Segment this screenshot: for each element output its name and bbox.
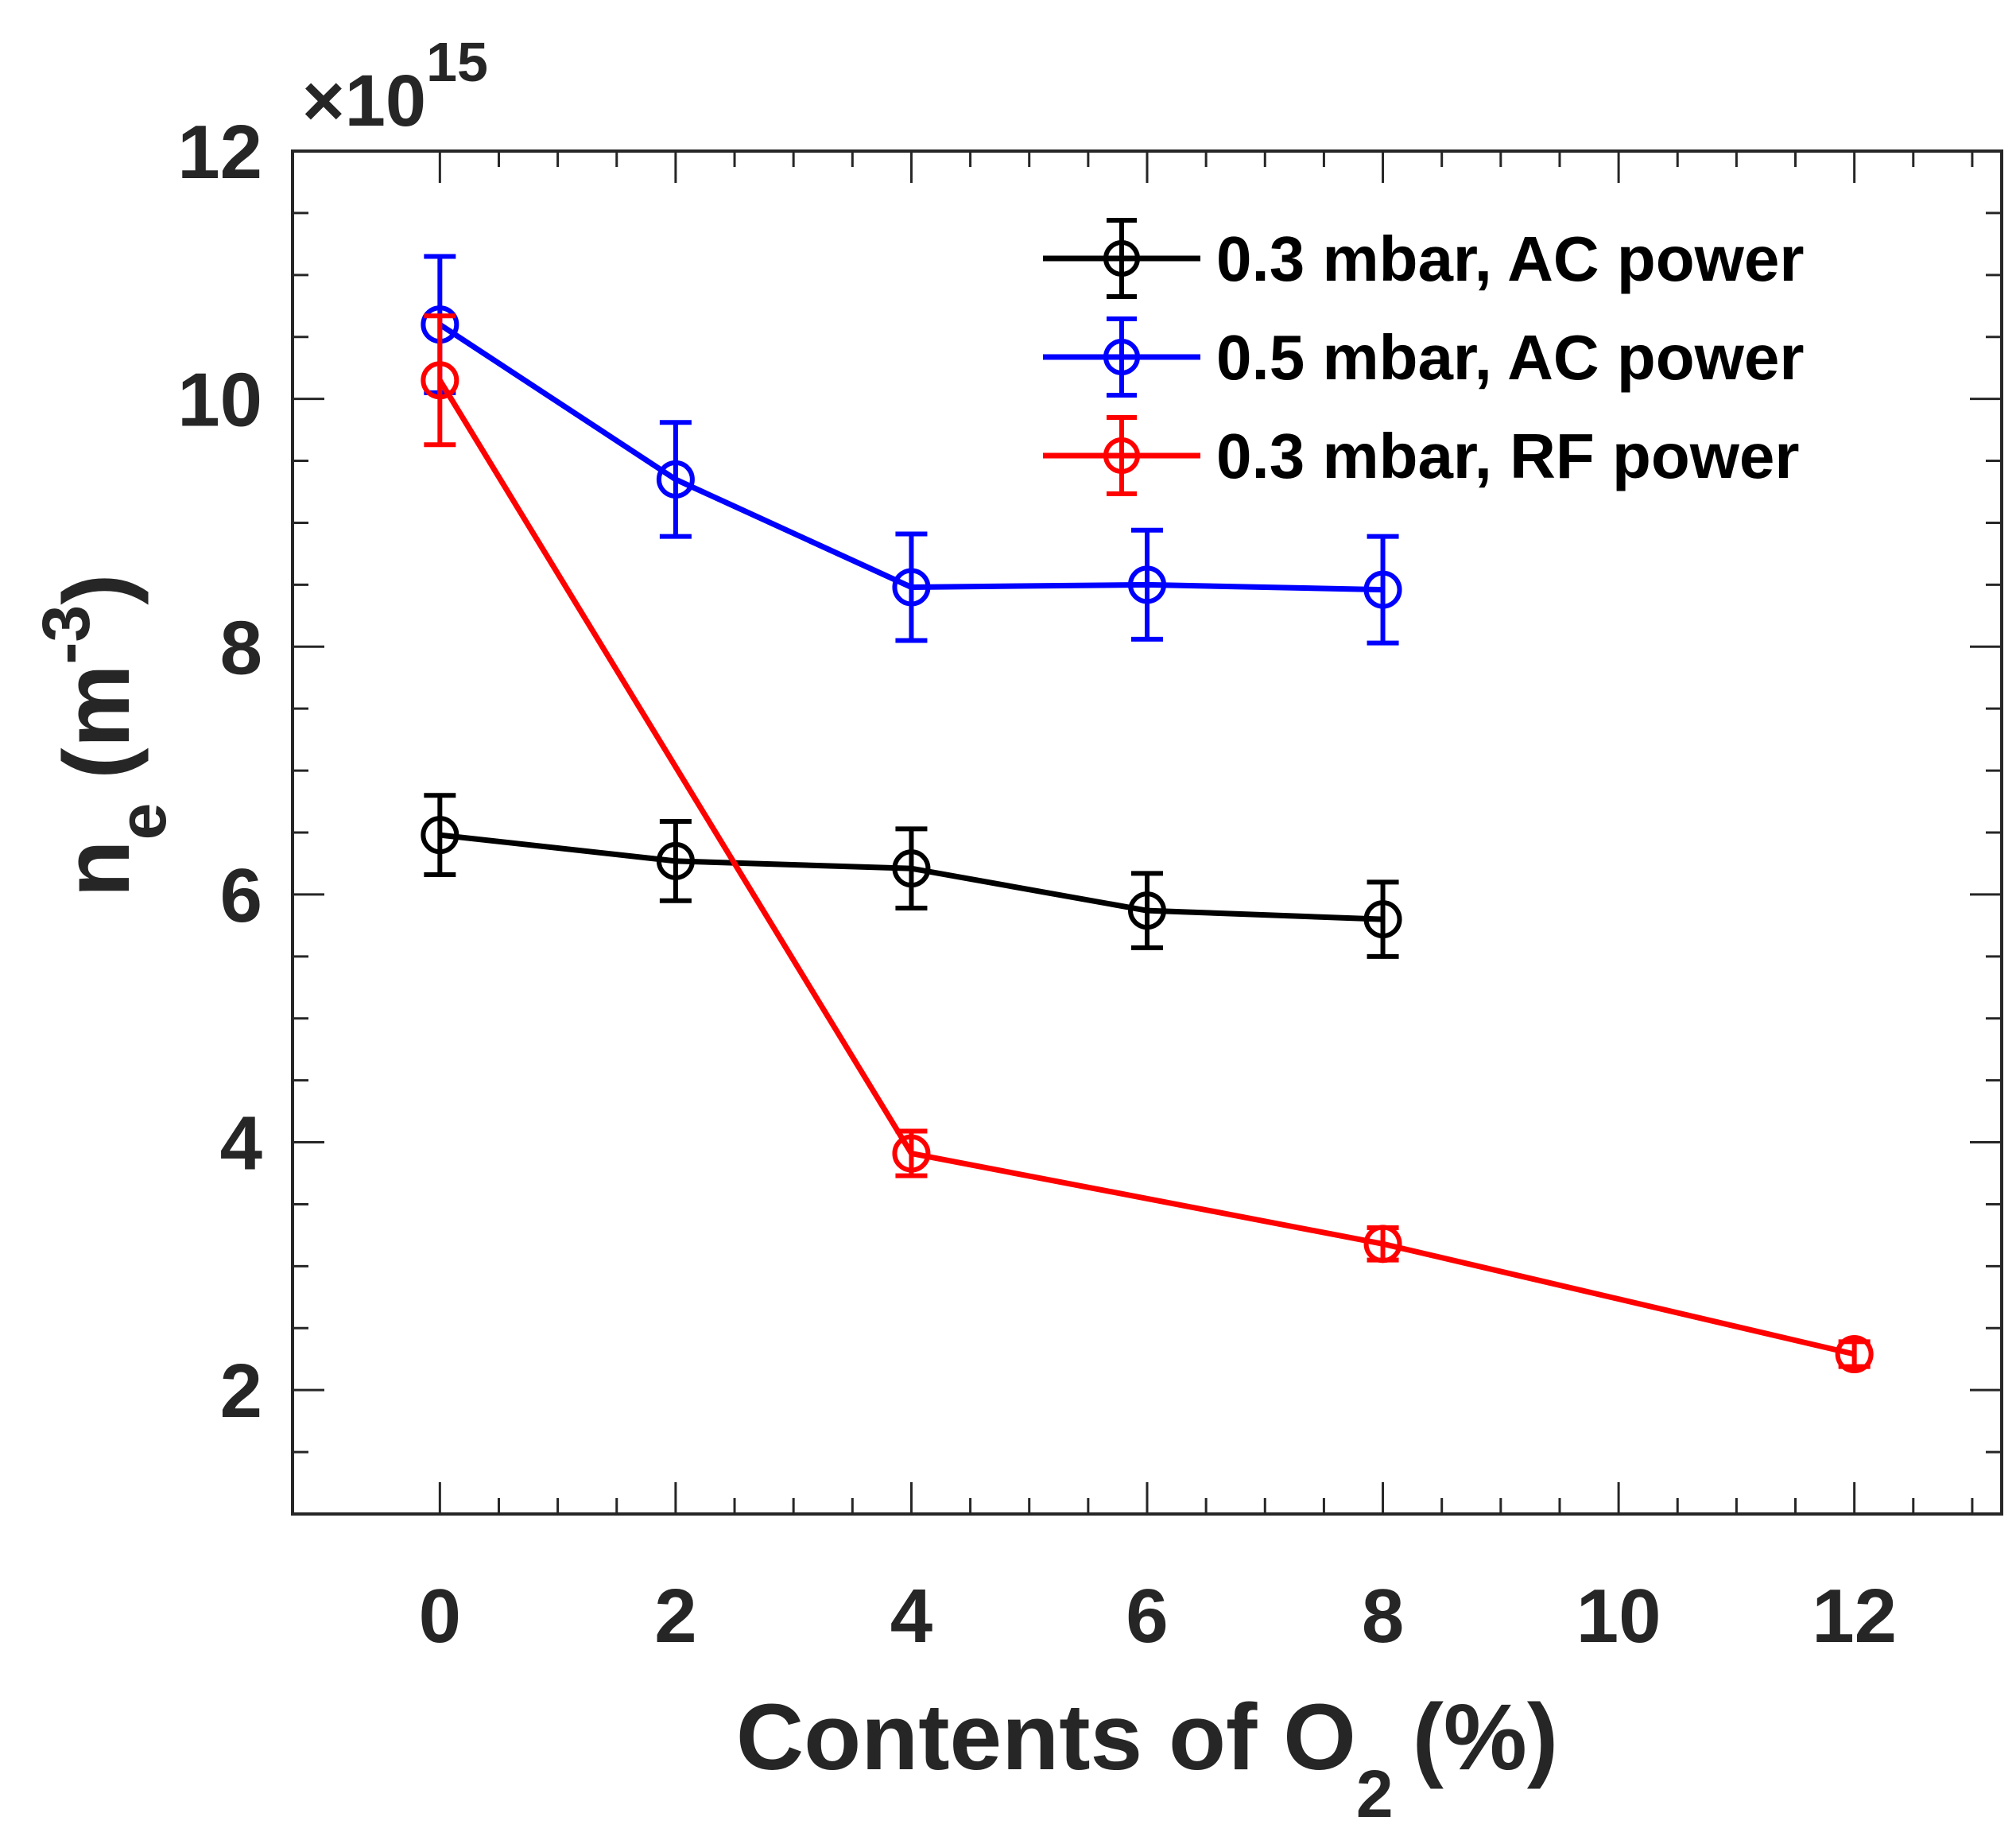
data-point-marker (656, 460, 695, 499)
data-point-marker (892, 568, 931, 607)
legend-label: 0.5 mbar, AC power (1216, 322, 1805, 393)
legend-marker (1103, 240, 1140, 277)
y-tick-label: 10 (177, 358, 262, 443)
legend-label: 0.3 mbar, AC power (1216, 223, 1805, 294)
x-axis-label-subscript: 2 (1356, 1757, 1394, 1831)
x-tick-label: 2 (654, 1574, 696, 1659)
data-point-marker (1363, 570, 1402, 609)
x-axis-label-main: Contents of O (736, 1685, 1356, 1790)
y-axis-label-unit: (m (45, 664, 149, 778)
series-2 (421, 254, 1402, 646)
series-1 (421, 793, 1402, 959)
legend-item-2: 0.5 mbar, AC power (1043, 316, 1805, 398)
data-point-marker (1363, 900, 1402, 939)
data-point-marker (1363, 1225, 1402, 1264)
legend: 0.3 mbar, AC power 0.5 mbar, AC power 0.3 … (1043, 218, 1805, 496)
tick-labels: 0 2 4 6 8 10 12 2 4 6 8 10 12 (177, 110, 1897, 1659)
y-axis-multiplier-exponent: 15 (426, 31, 488, 93)
y-axis-label: ne (m-3) (29, 573, 180, 897)
data-point-marker (1128, 565, 1166, 604)
y-tick-label: 6 (220, 853, 262, 938)
legend-marker (1103, 437, 1140, 474)
y-tick-label: 12 (177, 110, 262, 195)
data-point-marker (656, 841, 695, 880)
legend-marker (1103, 339, 1140, 375)
y-tick-label: 4 (220, 1101, 262, 1186)
x-tick-label: 10 (1576, 1574, 1661, 1659)
data-point-marker (421, 816, 459, 855)
data-point-marker (892, 1134, 931, 1173)
x-axis-label: Contents of O2 (%) (736, 1685, 1558, 1831)
x-tick-label: 4 (890, 1574, 932, 1659)
series-3 (421, 313, 1874, 1373)
x-tick-label: 8 (1362, 1574, 1404, 1659)
y-axis-multiplier-base: ×10 (302, 60, 426, 142)
legend-item-1: 0.3 mbar, AC power (1043, 218, 1805, 299)
y-axis-label-close: ) (45, 573, 149, 604)
y-tick-label: 2 (220, 1349, 262, 1434)
series-line (437, 378, 1855, 1357)
data-point-marker (421, 361, 459, 400)
y-axis-label-main: n (45, 840, 149, 897)
x-tick-label: 0 (419, 1574, 461, 1659)
x-tick-label: 12 (1812, 1574, 1897, 1659)
y-axis-multiplier: ×1015 (302, 31, 488, 142)
y-tick-label: 8 (220, 605, 262, 690)
plot-area-frame (291, 149, 2003, 1516)
y-axis-label-subscript: e (105, 803, 180, 840)
x-axis-label-unit: (%) (1413, 1685, 1559, 1790)
legend-item-3: 0.3 mbar, RF power (1043, 415, 1800, 496)
axis-ticks (293, 149, 2002, 1516)
y-axis-label-superscript: -3 (29, 605, 103, 665)
data-point-marker (1835, 1334, 1874, 1373)
series-group (421, 254, 1874, 1373)
data-point-marker (892, 849, 931, 888)
x-tick-label: 6 (1126, 1574, 1168, 1659)
legend-label: 0.3 mbar, RF power (1216, 421, 1800, 491)
data-point-marker (1128, 891, 1166, 930)
